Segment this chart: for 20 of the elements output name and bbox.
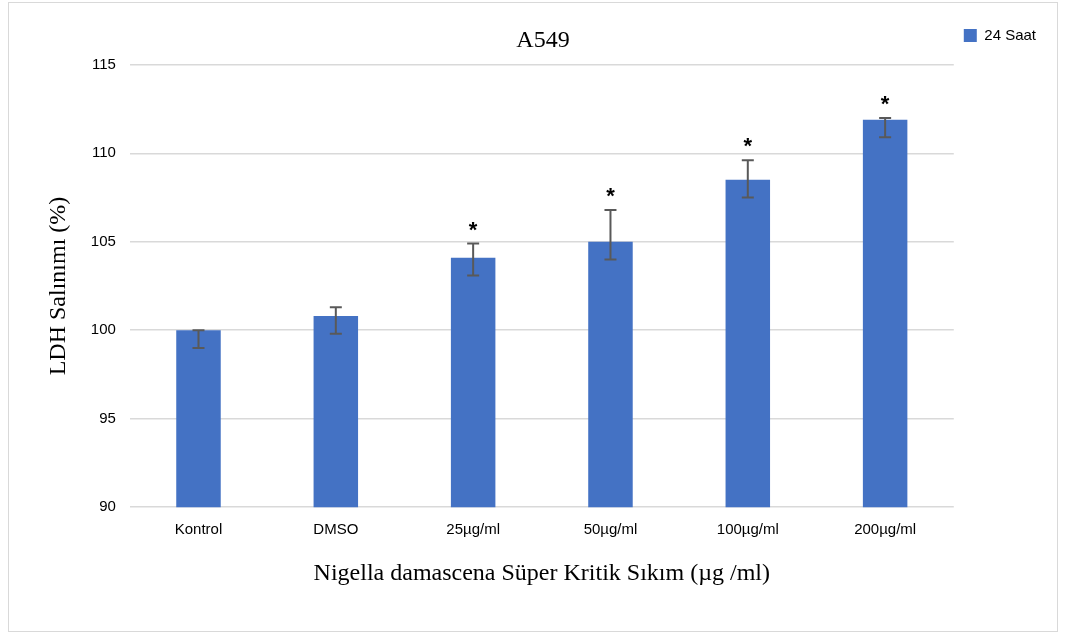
y-tick-label: 95 — [99, 408, 116, 426]
x-tick-label: 100µg/ml — [716, 520, 779, 538]
x-tick-label: 50µg/ml — [583, 520, 638, 538]
x-tick-label: 200µg/ml — [854, 520, 917, 538]
x-tick-label: Kontrol — [174, 520, 223, 538]
y-tick-label: 110 — [91, 143, 116, 161]
y-tick-label: 105 — [90, 231, 116, 249]
x-axis-title: Nigella damascena Süper Kritik Sıkım (µg /ml) — [313, 558, 771, 585]
data-label: * — [606, 182, 616, 208]
x-tick-label: 25µg/ml — [446, 520, 500, 538]
y-axis-title: LDH Salınımı (%) — [43, 196, 70, 376]
data-label: * — [880, 90, 890, 116]
y-tick-label: 90 — [99, 497, 116, 515]
x-tick-label: DMSO — [313, 520, 359, 538]
y-tick-label: 100 — [90, 320, 116, 338]
y-tick-label: 115 — [91, 54, 116, 72]
legend-label: 24 Saat — [984, 25, 1037, 43]
data-label: * — [743, 133, 753, 159]
data-label: * — [468, 216, 478, 242]
chart-title: A549 — [516, 25, 570, 52]
